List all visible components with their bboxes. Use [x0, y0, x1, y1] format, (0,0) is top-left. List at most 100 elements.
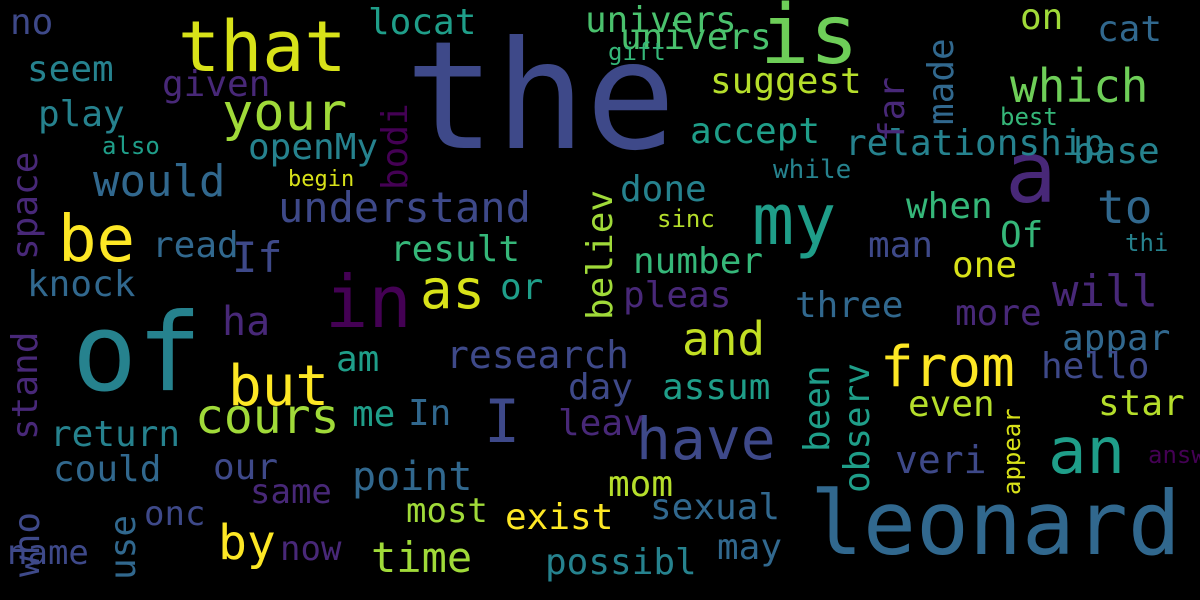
word: even: [908, 384, 995, 425]
word: also: [102, 132, 160, 160]
word: done: [620, 169, 707, 210]
vertical-word: far: [872, 76, 913, 142]
word: given: [162, 64, 271, 105]
word: cat: [1097, 9, 1163, 50]
vertical-word: bodi: [375, 103, 416, 190]
word: and: [682, 312, 766, 366]
word: thi: [1125, 229, 1169, 257]
word: could: [53, 449, 162, 490]
word: that: [178, 6, 347, 88]
word: am: [336, 339, 380, 380]
word: best: [1000, 103, 1058, 131]
vertical-word: been: [797, 365, 838, 452]
word: time: [371, 533, 473, 582]
vertical-word: appear: [998, 408, 1026, 495]
vertical-word: space: [5, 151, 46, 260]
word: univers: [585, 0, 737, 41]
word: Of: [1000, 215, 1044, 256]
word: of: [72, 291, 203, 416]
word: exist: [505, 497, 614, 538]
word: me: [352, 394, 396, 435]
word: from: [880, 335, 1015, 400]
word: as: [420, 258, 486, 321]
word: be: [58, 203, 136, 277]
word: veri: [895, 438, 987, 482]
word: which: [1010, 59, 1149, 113]
word: In: [408, 393, 452, 434]
word: I: [484, 387, 521, 457]
word: is: [760, 0, 859, 83]
word: result: [390, 229, 521, 270]
word: accept: [690, 111, 821, 152]
word: suggest: [710, 61, 862, 102]
vertical-word: believ: [580, 189, 621, 320]
word: begin: [288, 167, 355, 192]
word: your: [222, 83, 348, 143]
word: an: [1048, 415, 1126, 489]
word: read: [152, 225, 239, 266]
word: three: [795, 285, 904, 326]
word: the: [405, 10, 676, 184]
vertical-word: made: [921, 38, 962, 125]
word: will: [1052, 266, 1158, 317]
word: pleas: [623, 275, 732, 316]
word: hello: [1041, 346, 1150, 387]
vertical-word: use: [103, 514, 144, 580]
word: openMy: [248, 127, 379, 168]
word: ha: [222, 299, 271, 345]
word: gift: [608, 38, 666, 66]
word: man: [868, 225, 934, 266]
vertical-word: who: [7, 511, 48, 577]
word: same: [250, 472, 332, 512]
vertical-word: stand: [5, 331, 46, 440]
word: assum: [662, 367, 771, 408]
word: or: [500, 267, 544, 308]
word: number: [633, 241, 764, 282]
word: may: [717, 527, 783, 568]
vertical-word: observ: [837, 362, 878, 493]
word: research: [446, 333, 630, 377]
word: knock: [27, 264, 136, 305]
word: onc: [144, 494, 206, 534]
word: If: [232, 233, 283, 282]
word: when: [906, 186, 993, 227]
word: on: [1020, 0, 1064, 38]
word: would: [93, 156, 226, 207]
word: mom: [608, 464, 674, 505]
word: understand: [278, 183, 531, 232]
word: while: [773, 155, 852, 185]
word: most: [406, 491, 488, 531]
word: a: [1005, 123, 1057, 223]
word: star: [1098, 383, 1185, 424]
word: to: [1097, 180, 1153, 234]
word: my: [752, 179, 837, 261]
word: possibl: [545, 542, 697, 583]
word: more: [955, 293, 1042, 334]
word: appar: [1062, 318, 1171, 359]
word: seem: [27, 49, 114, 90]
word: sexual: [650, 487, 781, 528]
word: now: [280, 529, 342, 569]
word: return: [50, 414, 181, 455]
word: relationship: [845, 123, 1106, 164]
word: sinc: [657, 205, 715, 233]
word: cours: [195, 389, 340, 445]
word: but: [228, 354, 330, 419]
word: one: [952, 245, 1018, 286]
word: base: [1073, 131, 1160, 172]
word: have: [636, 405, 776, 473]
word: leav: [558, 403, 645, 444]
word: name: [7, 533, 89, 573]
word: univers: [620, 17, 772, 58]
word: our: [213, 447, 279, 488]
word: in: [325, 260, 412, 344]
word: locat: [368, 2, 477, 43]
word: play: [38, 94, 125, 135]
word: point: [352, 454, 473, 500]
word: answer: [1148, 441, 1200, 469]
word: leonard: [810, 472, 1181, 575]
word: by: [218, 515, 276, 571]
word: no: [10, 2, 54, 43]
word: day: [568, 367, 634, 408]
